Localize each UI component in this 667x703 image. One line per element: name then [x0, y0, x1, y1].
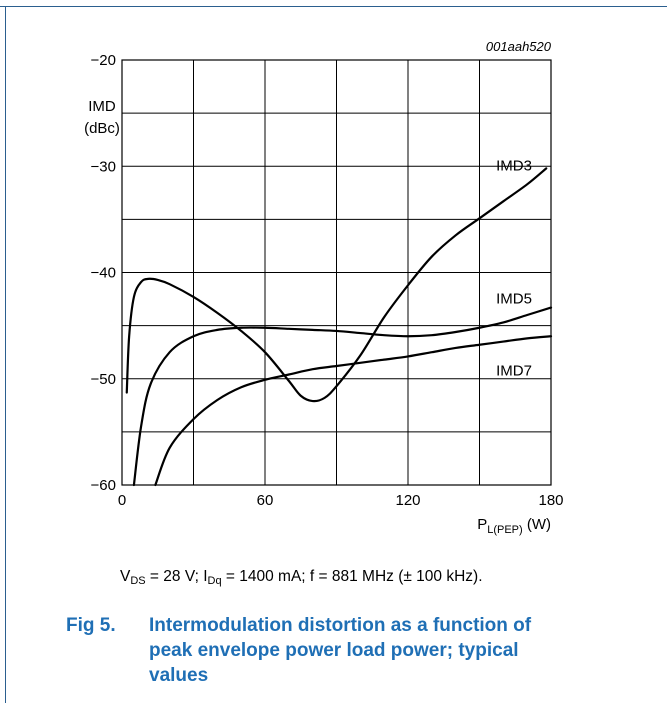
y-tick-label: −60	[91, 477, 116, 494]
x-axis-label: PL(PEP) (W)	[477, 516, 551, 536]
figure-caption: Intermodulation distortion as a function…	[149, 615, 532, 686]
series-label-imd7: IMD7	[496, 363, 532, 380]
x-tick-label: 60	[257, 492, 274, 509]
vds-symbol: V	[120, 568, 131, 585]
y-axis-label-line1: IMD	[88, 98, 116, 115]
conditions-rest: = 1400 mA; f = 881 MHz (± 100 kHz).	[221, 568, 483, 585]
figure-number: Fig 5.	[66, 615, 116, 636]
vds-value: = 28 V; I	[145, 568, 208, 585]
y-tick-label: −20	[91, 52, 116, 69]
measurement-conditions: VDS = 28 V; IDq = 1400 mA; f = 881 MHz (…	[120, 568, 483, 587]
top-rule	[0, 6, 667, 7]
y-tick-label: −50	[91, 371, 116, 388]
series-line-imd5	[132, 306, 553, 487]
plot-frame	[121, 59, 552, 486]
chart-grid	[122, 60, 551, 485]
y-tick-label: −40	[91, 265, 116, 282]
y-tick-label: −30	[91, 158, 116, 175]
y-axis-label-line2: (dBc)	[84, 120, 120, 137]
vds-subscript: DS	[130, 575, 146, 587]
series-curves	[125, 167, 553, 487]
series-labels: IMD3 IMD5 IMD7	[496, 158, 532, 380]
x-axis-label-unit-text: (W)	[527, 516, 551, 533]
tick-labels: 0 60 120 180 −20 −30 −40 −50 −60	[91, 52, 564, 509]
x-axis-label-sub: L(PEP)	[487, 524, 522, 536]
imd-chart: 0 60 120 180 −20 −30 −40 −50 −60 IMD3 IMD5 IMD7 00…	[84, 39, 564, 536]
x-axis-label-main: P	[477, 516, 487, 533]
series-label-imd5: IMD5	[496, 290, 532, 307]
x-tick-label: 180	[538, 492, 563, 509]
idq-subscript: Dq	[207, 575, 222, 587]
left-rule	[5, 6, 6, 703]
series-label-imd3: IMD3	[496, 158, 532, 175]
x-tick-label: 120	[395, 492, 420, 509]
series-line-imd7	[154, 335, 553, 487]
figure-id-label: 001aah520	[486, 39, 552, 54]
series-line-imd3	[125, 167, 548, 403]
x-tick-label: 0	[118, 492, 126, 509]
